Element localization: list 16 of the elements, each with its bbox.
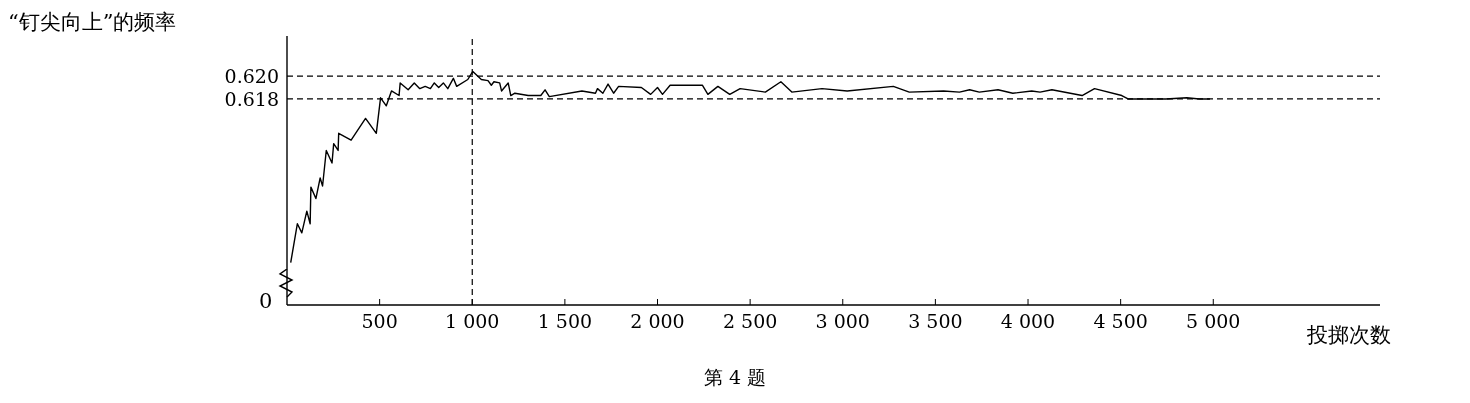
x-axis-title: 投掷次数 — [1307, 322, 1391, 349]
x-tick-label: 4 500 — [1093, 310, 1148, 333]
x-tick-label: 2 500 — [722, 310, 778, 333]
text: 第 4 题 — [702, 365, 768, 390]
x-tick-label: 500 — [361, 310, 398, 333]
y-axis-title: “钉尖向上”的频率 — [8, 9, 177, 36]
x-tick-label: 3 000 — [815, 310, 870, 333]
y-tick-label: 0.620 — [224, 64, 279, 87]
x-tick-label: 4 000 — [1000, 310, 1056, 333]
y-tick-label: 0.618 — [224, 87, 279, 110]
x-tick-label: 5 000 — [1186, 310, 1241, 333]
x-tick-label: 1 500 — [537, 310, 593, 333]
x-tick-label: 3 500 — [908, 310, 963, 333]
text: 0 — [259, 289, 273, 313]
x-tick-label: 1 000 — [445, 310, 500, 333]
x-tick-label: 2 000 — [630, 310, 685, 333]
